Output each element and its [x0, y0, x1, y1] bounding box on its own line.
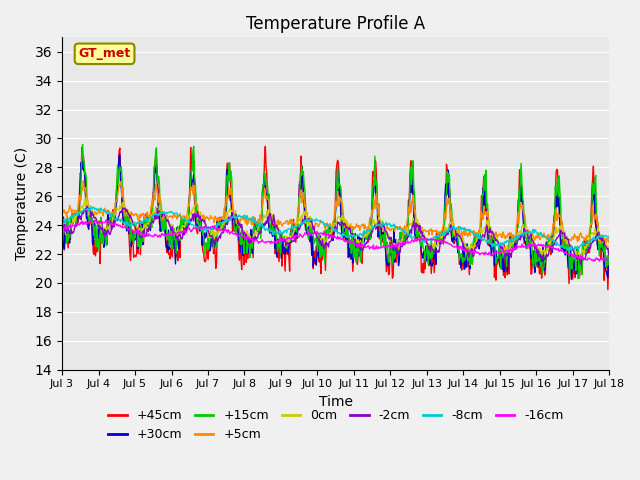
-16cm	[58, 225, 66, 231]
Line: +30cm: +30cm	[62, 155, 640, 279]
-2cm	[415, 228, 423, 234]
+15cm	[79, 142, 86, 147]
+30cm	[448, 237, 456, 242]
+45cm	[286, 268, 294, 274]
+45cm	[448, 238, 456, 243]
+45cm	[58, 247, 66, 252]
+15cm	[286, 239, 294, 244]
+5cm	[127, 209, 135, 215]
-2cm	[58, 222, 66, 228]
0cm	[235, 220, 243, 226]
+30cm	[286, 237, 294, 243]
0cm	[609, 259, 617, 264]
+5cm	[58, 207, 66, 213]
+30cm	[235, 238, 243, 243]
-16cm	[448, 242, 456, 248]
+15cm	[612, 280, 620, 286]
+30cm	[264, 200, 271, 206]
Y-axis label: Temperature (C): Temperature (C)	[15, 147, 29, 260]
+30cm	[115, 152, 123, 158]
Line: -8cm: -8cm	[62, 207, 640, 257]
-8cm	[415, 235, 423, 241]
Line: -2cm: -2cm	[62, 206, 640, 264]
-8cm	[286, 226, 294, 232]
+30cm	[58, 245, 66, 251]
+5cm	[415, 226, 423, 232]
0cm	[127, 218, 135, 224]
+45cm	[604, 287, 612, 293]
-16cm	[102, 217, 110, 223]
Text: GT_met: GT_met	[79, 48, 131, 60]
-2cm	[83, 204, 91, 209]
-2cm	[127, 216, 135, 221]
0cm	[264, 213, 271, 219]
+15cm	[127, 230, 135, 236]
+45cm	[234, 221, 242, 227]
Line: -16cm: -16cm	[62, 220, 640, 261]
-8cm	[87, 204, 95, 210]
+15cm	[235, 224, 243, 230]
+5cm	[286, 217, 294, 223]
-16cm	[264, 239, 271, 244]
-8cm	[264, 227, 271, 233]
Line: +5cm: +5cm	[62, 181, 640, 247]
-8cm	[58, 217, 66, 223]
+5cm	[264, 196, 271, 202]
-8cm	[127, 222, 135, 228]
-2cm	[286, 241, 294, 247]
Line: +45cm: +45cm	[62, 146, 640, 290]
X-axis label: Time: Time	[319, 395, 353, 409]
+45cm	[415, 232, 423, 238]
-16cm	[127, 227, 135, 233]
Line: 0cm: 0cm	[62, 197, 640, 262]
+30cm	[568, 276, 575, 282]
-2cm	[235, 219, 243, 225]
-2cm	[614, 261, 621, 267]
+30cm	[415, 233, 423, 239]
-2cm	[264, 215, 271, 220]
Line: +15cm: +15cm	[62, 144, 640, 283]
+45cm	[127, 258, 134, 264]
+5cm	[235, 219, 243, 225]
+15cm	[415, 237, 423, 243]
-16cm	[286, 236, 294, 241]
0cm	[58, 218, 66, 224]
-8cm	[235, 212, 243, 218]
-16cm	[415, 237, 423, 243]
+15cm	[58, 244, 66, 250]
-16cm	[235, 233, 243, 239]
-16cm	[596, 258, 604, 264]
+5cm	[79, 178, 87, 184]
-8cm	[638, 254, 640, 260]
0cm	[448, 222, 456, 228]
0cm	[286, 233, 294, 239]
0cm	[83, 194, 90, 200]
Title: Temperature Profile A: Temperature Profile A	[246, 15, 426, 33]
Legend: +45cm, +30cm, +15cm, +5cm, 0cm, -2cm, -8cm, -16cm: +45cm, +30cm, +15cm, +5cm, 0cm, -2cm, -8…	[103, 404, 569, 446]
+5cm	[448, 221, 456, 227]
+15cm	[264, 183, 271, 189]
+45cm	[264, 198, 271, 204]
+30cm	[127, 243, 135, 249]
-8cm	[448, 225, 456, 231]
0cm	[415, 220, 423, 226]
+15cm	[448, 208, 456, 214]
+45cm	[262, 144, 269, 149]
-2cm	[448, 228, 456, 233]
